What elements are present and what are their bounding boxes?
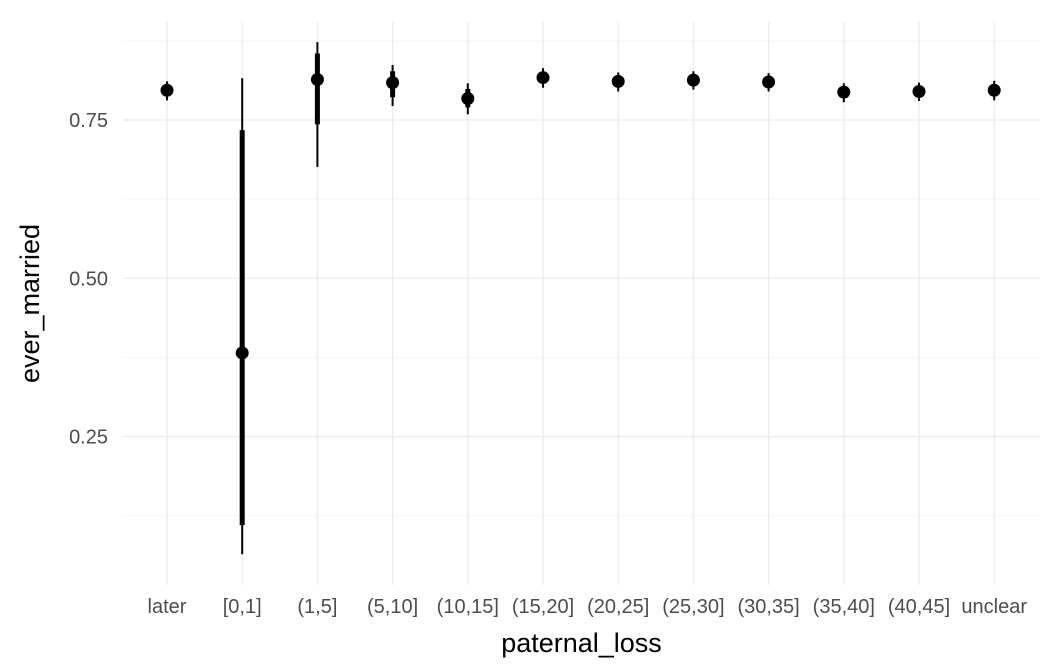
- y-tick-labels: 0.25 0.50 0.75: [69, 110, 108, 449]
- x-tick-label: unclear: [961, 596, 1027, 618]
- data-point: [686, 73, 700, 87]
- data-point: [235, 346, 249, 360]
- x-tick-label: (5,10]: [367, 596, 418, 618]
- data-point: [912, 85, 926, 99]
- minor-gridlines: [123, 40, 1040, 517]
- x-tick-label: (20,25]: [587, 596, 649, 618]
- data-point: [611, 74, 625, 88]
- x-tick-label: [0,1]: [223, 596, 262, 618]
- x-axis-title: paternal_loss: [501, 628, 662, 658]
- data-point: [310, 72, 324, 86]
- data-point: [762, 75, 776, 89]
- x-tick-label: (1,5]: [297, 596, 337, 618]
- x-tick-label: (40,45]: [888, 596, 950, 618]
- y-tick-label: 0.50: [69, 268, 108, 290]
- x-tick-label: (35,40]: [813, 596, 875, 618]
- data-point: [461, 91, 475, 105]
- x-tick-label: (10,15]: [437, 596, 499, 618]
- major-gridlines: [123, 22, 1040, 585]
- x-tick-label: later: [148, 596, 187, 618]
- data-point: [160, 83, 174, 97]
- x-tick-label: (30,35]: [737, 596, 799, 618]
- data-point: [386, 76, 400, 90]
- data-point: [837, 85, 851, 99]
- y-tick-label: 0.25: [69, 427, 108, 449]
- x-tick-label: (15,20]: [512, 596, 574, 618]
- x-tick-labels: later [0,1] (1,5] (5,10] (10,15] (15,20] (20,2…: [148, 596, 1028, 618]
- y-axis-title: ever_married: [15, 224, 45, 383]
- data-marks: [160, 42, 1001, 555]
- y-tick-label: 0.75: [69, 110, 108, 132]
- x-tick-label: (25,30]: [662, 596, 724, 618]
- data-point: [987, 83, 1001, 97]
- data-point: [536, 71, 550, 85]
